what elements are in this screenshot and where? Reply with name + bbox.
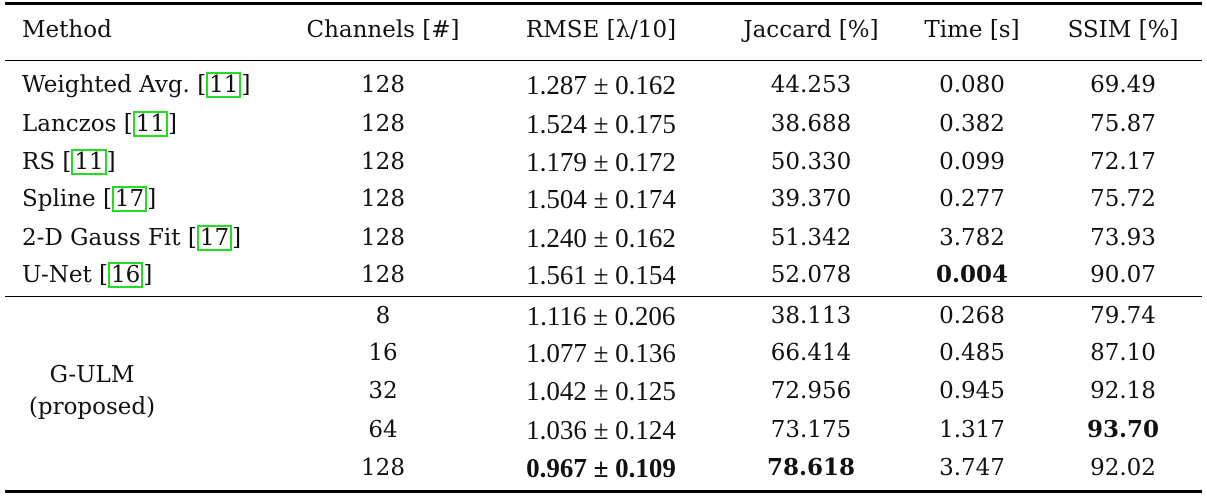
jaccard-cell: 73.175 [770,417,852,443]
ssim-cell: 75.87 [1090,111,1156,137]
citation-link[interactable]: 11 [71,149,107,175]
channels-cell: 8 [375,303,391,329]
header-jaccard: Jaccard [%] [743,17,879,43]
method-cell: 2-D Gauss Fit [17] [22,225,242,251]
method-cell: RS [11] [22,149,116,175]
time-cell-best: 0.004 [935,261,1009,288]
ssim-cell: 92.02 [1090,455,1156,481]
time-cell: 0.945 [939,378,1005,404]
jaccard-cell: 66.414 [770,340,852,366]
rmse-cell: 1.036 ± 0.124 [526,415,676,445]
ssim-cell: 87.10 [1090,340,1156,366]
channels-cell: 128 [361,262,405,288]
rmse-cell: 1.116 ± 0.206 [526,301,676,331]
rmse-cell: 1.077 ± 0.136 [526,338,676,368]
method-cell: U-Net [16] [22,262,153,288]
method-cell: Spline [17] [22,186,157,212]
jaccard-cell-best: 78.618 [766,454,856,481]
rmse-cell-best: 0.967 ± 0.109 [526,453,676,483]
citation-link[interactable]: 16 [108,262,144,288]
header-rule [5,60,1202,62]
top-rule [5,2,1202,5]
citation-link[interactable]: 11 [132,111,169,137]
channels-cell: 128 [361,455,405,481]
proposed-method-note: (proposed) [28,394,156,420]
header-channels: Channels [#] [306,17,460,43]
jaccard-cell: 52.078 [770,262,852,288]
rmse-cell: 1.287 ± 0.162 [526,70,676,100]
rmse-cell: 1.240 ± 0.162 [526,223,676,253]
jaccard-cell: 51.342 [770,225,852,251]
jaccard-cell: 72.956 [770,378,852,404]
ssim-cell: 90.07 [1090,262,1156,288]
bottom-rule [5,490,1202,493]
ssim-cell: 92.18 [1090,378,1156,404]
time-cell: 3.747 [939,455,1005,481]
jaccard-cell: 50.330 [770,149,852,175]
method-cell: Lanczos [11] [22,111,178,137]
rmse-cell: 1.504 ± 0.174 [526,184,676,214]
proposed-method-name: G-ULM [49,362,135,388]
citation-link[interactable]: 17 [111,186,148,212]
time-cell: 3.782 [939,225,1005,251]
ssim-cell: 75.72 [1090,186,1156,212]
method-cell: Weighted Avg. [11] [22,72,251,98]
time-cell: 0.080 [939,72,1005,98]
header-rmse: RMSE [λ/10] [525,17,677,43]
channels-cell: 32 [368,378,398,404]
ssim-cell: 79.74 [1090,303,1156,329]
citation-link[interactable]: 11 [206,72,242,98]
ssim-cell: 73.93 [1090,225,1156,251]
citation-link[interactable]: 17 [196,225,233,251]
header-time: Time [s] [924,17,1020,43]
channels-cell: 16 [368,340,398,366]
time-cell: 0.485 [939,340,1005,366]
jaccard-cell: 38.688 [770,111,852,137]
channels-cell: 128 [361,225,405,251]
rmse-cell: 1.561 ± 0.154 [526,260,676,290]
channels-cell: 128 [361,111,405,137]
rmse-cell: 1.524 ± 0.175 [526,109,676,139]
rmse-cell: 1.179 ± 0.172 [526,147,676,177]
time-cell: 0.268 [939,303,1005,329]
time-cell: 0.382 [939,111,1005,137]
header-method: Method [22,17,112,43]
ssim-cell: 72.17 [1090,149,1156,175]
jaccard-cell: 39.370 [770,186,852,212]
proposed-method-label: G-ULM (proposed) [29,359,155,423]
jaccard-cell: 38.113 [770,303,852,329]
time-cell: 0.277 [939,186,1005,212]
time-cell: 0.099 [939,149,1005,175]
time-cell: 1.317 [939,417,1005,443]
header-ssim: SSIM [%] [1067,17,1179,43]
ssim-cell-best: 93.70 [1086,416,1160,443]
channels-cell: 128 [361,149,405,175]
group-rule [5,296,1202,298]
channels-cell: 64 [368,417,398,443]
ssim-cell: 69.49 [1090,72,1156,98]
rmse-cell: 1.042 ± 0.125 [526,376,676,406]
jaccard-cell: 44.253 [770,72,852,98]
channels-cell: 128 [361,186,405,212]
channels-cell: 128 [361,72,405,98]
